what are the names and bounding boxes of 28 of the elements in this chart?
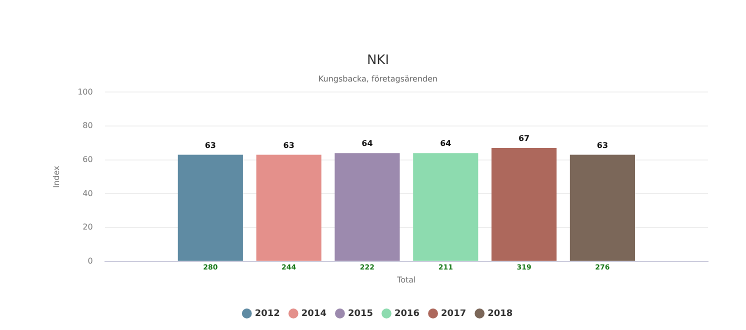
data-label: 67 (518, 134, 530, 144)
y-tick-label: 60 (82, 154, 93, 164)
bar (178, 154, 243, 261)
y-tick-label: 100 (78, 87, 93, 96)
legend-label: 2015 (348, 308, 374, 319)
bar (492, 148, 557, 261)
legend-label: 2018 (488, 308, 513, 319)
y-tick-label: 20 (82, 222, 93, 232)
legend-label: 2016 (394, 308, 420, 319)
data-label: 64 (362, 139, 374, 148)
bar (570, 154, 635, 261)
legend-label: 2014 (301, 308, 326, 319)
chart-subtitle: Kungsbacka, företagsärenden (318, 74, 438, 84)
chart-title: NKI (366, 53, 390, 68)
data-label: 63 (283, 140, 294, 150)
bar (413, 153, 478, 261)
data-label: 63 (204, 140, 216, 150)
data-label: 63 (596, 140, 608, 150)
bar (256, 154, 322, 261)
legend-label: 2012 (254, 308, 280, 319)
y-tick-label: 40 (82, 188, 93, 198)
y-tick-label: 0 (88, 256, 93, 266)
legend-label: 2017 (441, 308, 466, 319)
bar (334, 153, 400, 261)
data-label: 64 (440, 139, 452, 148)
y-axis-title: Index (52, 166, 61, 188)
y-tick-label: 80 (82, 121, 93, 130)
x-tick-label: Total (396, 275, 416, 284)
